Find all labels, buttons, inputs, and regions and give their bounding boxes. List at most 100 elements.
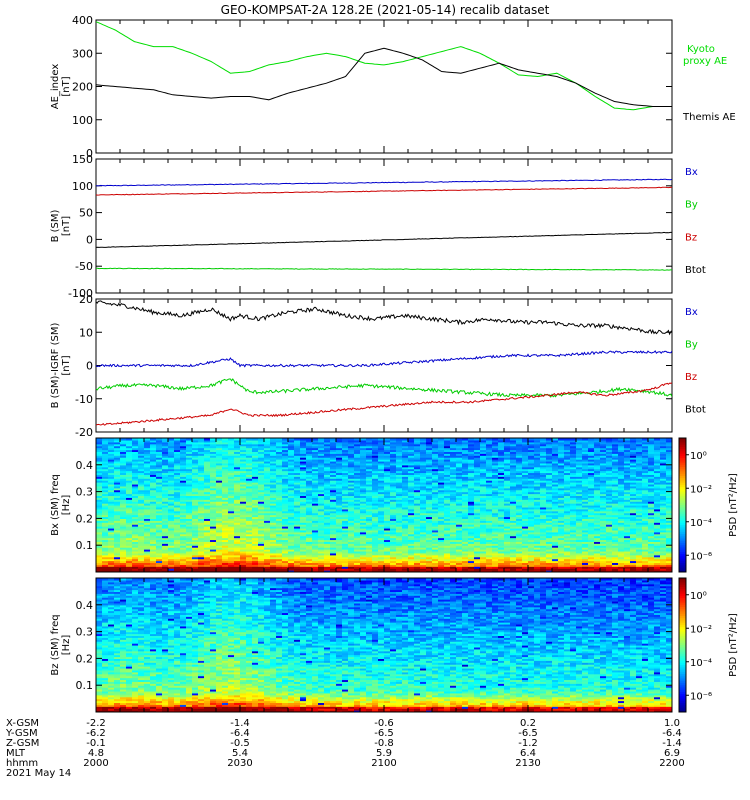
spectrogram-cell [102,564,109,567]
spectrogram-cell [360,447,367,451]
spectrogram-cell [204,483,211,487]
spectrogram-cell [330,466,337,470]
spectrogram-cell [432,476,439,479]
spectrogram-cell [252,503,259,506]
spectrogram-cell [444,466,451,470]
spectrogram-cell [378,535,385,539]
spectrogram-cell [120,459,127,462]
spectrogram-cell [120,453,127,456]
spectrogram-cell [444,457,451,460]
spectrogram-cell [210,443,217,447]
spectrogram-cell [144,478,151,481]
spectrogram-cell [300,522,307,525]
spectrogram-cell [342,535,349,539]
spectrogram-cell [360,495,367,498]
spectrogram-cell [186,541,193,544]
spectrogram-cell [192,533,199,537]
spectrogram-cell [150,464,157,468]
spectrogram-cell [138,466,145,470]
spectrogram-cell [282,560,289,564]
spectrogram-cell [240,482,247,485]
spectrogram-cell [294,478,301,481]
spectrogram-cell [138,535,145,539]
spectrogram-cell [486,564,493,567]
spectrogram-cell [276,478,283,481]
spectrogram-cell [492,451,499,454]
spectrogram-cell [204,453,211,456]
spectrogram-cell [498,495,505,498]
spectrogram-cell [204,510,211,514]
spectrogram-cell [240,478,247,481]
spectrogram-cell [258,459,265,462]
spectrogram-cell [414,472,421,475]
spectrogram-cell [294,487,301,491]
spectrogram-cell [138,516,145,519]
spectrogram-cell [462,499,469,502]
spectrogram-cell [324,505,331,508]
spectrogram-cell [180,537,187,541]
spectrogram-cell [288,556,295,560]
spectrogram-cell [114,554,121,558]
spectrogram-cell [408,487,415,491]
spectrogram-cell [402,501,409,504]
spectrogram-cell [156,570,163,572]
spectrogram-cell [162,516,169,519]
legend-bz: Bz [685,232,697,243]
spectrogram-cell [486,470,493,474]
spectrogram-cell [204,516,211,519]
spectrogram-cell [396,480,403,483]
spectrogram-cell [408,543,415,546]
spectrogram-cell [264,520,271,523]
spectrogram-cell [192,466,199,470]
spectrogram-cell [210,466,217,470]
spectrogram-cell [384,487,391,491]
spectrogram-cell [258,562,265,565]
spectrogram-cell [474,474,481,477]
spectrogram-cell [114,455,121,458]
spectrogram-cell [372,547,379,550]
spectrogram-cell [324,554,331,558]
spectrogram-cell [468,524,475,527]
spectrogram-cell [258,503,265,506]
spectrogram-cell [486,483,493,487]
spectrogram-cell [456,480,463,483]
spectrogram-cell [468,459,475,462]
spectrogram-cell [420,524,427,527]
spectrogram-cell [126,549,133,552]
spectrogram-cell [246,476,253,479]
spectrogram-cell [264,453,271,456]
spectrogram-cell [210,566,217,569]
spectrogram-cell [468,510,475,514]
spectrogram-cell [186,497,193,500]
spectrogram-cell [384,476,391,479]
spectrogram-cell [264,510,271,514]
spectrogram-cell [336,560,343,564]
spectrogram-cell [396,556,403,560]
spectrogram-cell [186,539,193,542]
spectrogram-cell [444,566,451,569]
spectrogram-cell [300,449,307,452]
spectrogram-cell [348,524,355,527]
spectrogram-cell [354,449,361,452]
spectrogram-cell [240,522,247,525]
spectrogram-cell [96,489,103,493]
spectrogram-cell [108,451,115,454]
spectrogram-cell [438,568,445,571]
spectrogram-cell [186,527,193,531]
spectrogram-cell [318,508,325,512]
spectrogram-cell [162,554,169,558]
spectrogram-cell [456,545,463,548]
spectrogram-cell [180,564,187,567]
spectrogram-cell [420,537,427,541]
spectrogram-cell [450,472,457,475]
spectrogram-cell [228,485,235,489]
spectrogram-cell [144,499,151,502]
spectrogram-cell [216,459,223,462]
spectrogram-cell [450,485,457,489]
spectrogram-cell [180,493,187,497]
spectrogram-cell [264,570,271,572]
spectrogram-cell [150,562,157,565]
spectrogram-cell [366,460,373,464]
spectrogram-cell [114,501,121,504]
spectrogram-cell [438,543,445,546]
